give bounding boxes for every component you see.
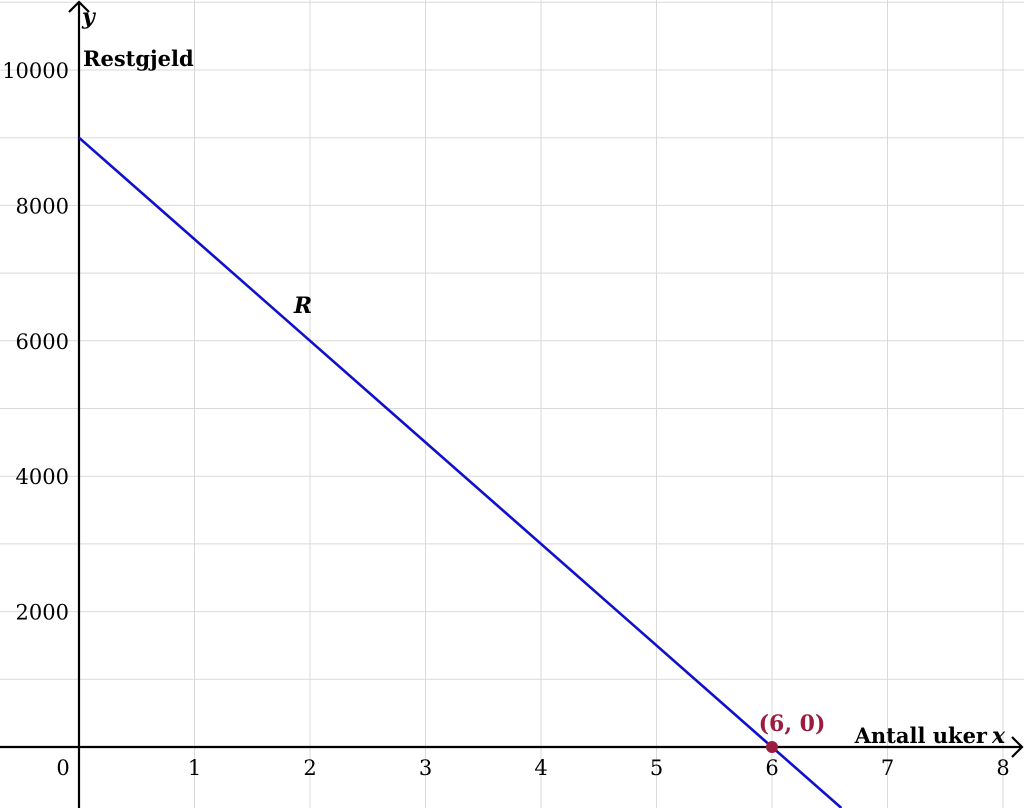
series: R (6, 0): [78, 136, 843, 808]
point-label: (6, 0): [759, 711, 826, 737]
x-tick-label: 8: [996, 756, 1009, 780]
x-axis-title: Antall uker: [854, 723, 988, 748]
tick-labels: 1 2 3 4 5 6 7 8 2000 4000 6000 8000 10000: [2, 59, 1010, 780]
series-label: R: [293, 293, 312, 319]
origin-tick-label: 0: [56, 756, 69, 780]
x-axis-arrow-icon: [1011, 736, 1024, 758]
x-tick-label: 3: [419, 756, 432, 780]
data-point: [766, 741, 778, 753]
x-variable-label: x: [991, 723, 1006, 749]
y-axis-title: Restgjeld: [83, 46, 194, 71]
y-axis-arrow-icon: [68, 0, 90, 13]
x-tick-label: 4: [534, 756, 547, 780]
y-tick-label: 2000: [16, 601, 69, 625]
x-tick-label: 5: [650, 756, 663, 780]
x-tick-label: 2: [303, 756, 316, 780]
x-tick-label: 1: [188, 756, 201, 780]
y-tick-label: 4000: [16, 465, 69, 489]
y-tick-label: 6000: [16, 330, 69, 354]
series-line-R: [78, 136, 843, 808]
x-tick-label: 7: [881, 756, 894, 780]
axis-labels: Restgjeld y Antall uker x 0: [56, 4, 1006, 780]
y-tick-label: 8000: [16, 194, 69, 218]
x-tick-label: 6: [765, 756, 778, 780]
y-tick-label: 10000: [2, 59, 69, 83]
y-variable-label: y: [81, 4, 97, 30]
